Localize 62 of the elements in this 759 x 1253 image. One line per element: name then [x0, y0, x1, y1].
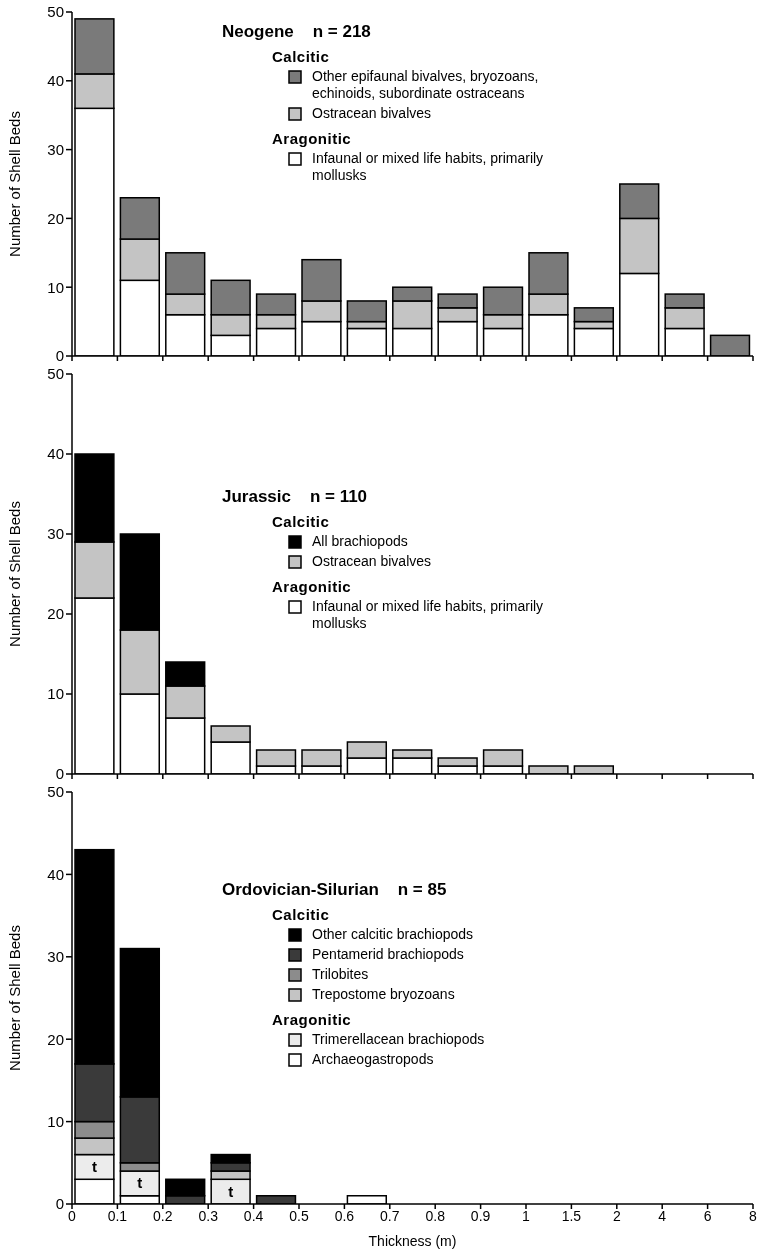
- legend-label: Ostracean bivalves: [312, 105, 432, 122]
- text: 1.5: [561, 1207, 582, 1224]
- legend-label: Other calcitic brachiopods: [312, 926, 474, 943]
- y-tick-label: 30: [47, 140, 64, 158]
- text: Jurassic n = 110: [222, 487, 369, 507]
- legend-label: All brachiopods: [312, 533, 408, 550]
- y-tick-label: 20: [47, 1030, 64, 1048]
- legend-label: Pentamerid brachiopods: [312, 946, 464, 963]
- data-label: t: [137, 1174, 143, 1192]
- text: Neogene n = 218: [222, 22, 372, 42]
- text: Ordovician-Silurian n = 85: [222, 880, 448, 900]
- text: 0.7: [380, 1207, 400, 1224]
- legend-label: Trilobites: [312, 966, 369, 983]
- annotation: Aragonitic: [272, 578, 353, 595]
- annotation: Calcitic: [272, 48, 331, 65]
- y-tick-label: 40: [47, 72, 64, 90]
- legend-label: Infaunal or mixed life habits, primarily mollusks: [312, 150, 545, 184]
- y-tick-label: 10: [47, 278, 64, 296]
- text: 0.1: [107, 1207, 128, 1224]
- data-label: t: [91, 1157, 97, 1175]
- text: 0.9: [470, 1207, 491, 1224]
- y-tick-label: 40: [47, 445, 64, 463]
- legend-label: Trimerellacean brachiopods: [312, 1031, 485, 1048]
- y-tick-label: 10: [47, 1112, 64, 1130]
- x-axis-title: Thickness (m): [368, 1233, 457, 1249]
- y-tick-label: 10: [47, 685, 64, 703]
- y-tick-label: 50: [47, 3, 64, 21]
- y-tick-label: 50: [47, 783, 64, 801]
- annotation: Aragonitic: [272, 1011, 353, 1028]
- y-tick-label: 0: [55, 1195, 64, 1213]
- text: 0.3: [198, 1207, 219, 1224]
- y-tick-label: 20: [47, 209, 64, 227]
- text: 2: [612, 1207, 621, 1224]
- legend-label: Infaunal or mixed life habits, primarily mollusks: [312, 598, 545, 632]
- y-axis-title: Number of Shell Beds: [6, 925, 23, 1071]
- y-tick-label: 30: [47, 525, 64, 543]
- annotation: Calcitic: [272, 513, 331, 530]
- legend-label: Other epifaunal bivalves, bryozoans, echinoids, subordinate ostraceans: [312, 68, 540, 102]
- y-axis-title: Number of Shell Beds: [6, 111, 23, 257]
- text: 0.4: [243, 1207, 264, 1224]
- legend-label: Trepostome bryozoans: [312, 986, 455, 1003]
- y-tick-label: 0: [55, 765, 64, 783]
- text: 6: [703, 1207, 712, 1224]
- text: 0.2: [153, 1207, 173, 1224]
- data-label: t: [228, 1182, 234, 1200]
- y-tick-label: 50: [47, 365, 64, 383]
- legend-label: Archaeogastropods: [312, 1051, 434, 1068]
- text: 4: [658, 1207, 667, 1224]
- y-tick-label: 20: [47, 605, 64, 623]
- text: 0.8: [425, 1207, 446, 1224]
- legend-label: Ostracean bivalves: [312, 553, 432, 570]
- y-tick-label: 30: [47, 948, 64, 966]
- text: 8: [749, 1207, 758, 1224]
- annotation: Aragonitic: [272, 130, 353, 147]
- annotation: Calcitic: [272, 906, 331, 923]
- y-tick-label: 40: [47, 865, 64, 883]
- y-axis-title: Number of Shell Beds: [6, 501, 23, 647]
- text: 0: [68, 1207, 77, 1224]
- text: 0.5: [289, 1207, 309, 1224]
- text: 0.6: [334, 1207, 355, 1224]
- text: 1: [522, 1207, 531, 1224]
- y-tick-label: 0: [55, 347, 64, 365]
